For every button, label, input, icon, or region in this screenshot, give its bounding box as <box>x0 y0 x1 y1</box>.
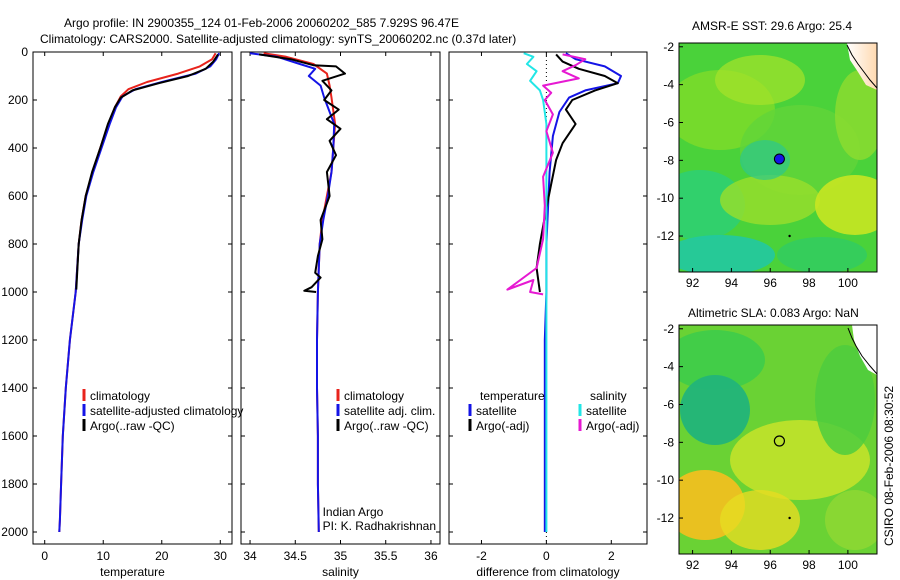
series-line-satellite-adjusted-climatology <box>58 52 221 533</box>
temperature-xlabel: temperature <box>100 565 165 579</box>
series-group <box>506 52 622 532</box>
x-tick-label: -2 <box>476 549 487 563</box>
map-x-tick-label: 98 <box>802 276 816 290</box>
series-line-salinity-argo-adj- <box>506 53 587 296</box>
y-tick-label: 0 <box>21 45 28 59</box>
difference-xlabel: difference from climatology <box>476 565 619 579</box>
difference-panel: -2 0 2 difference from climatology temperatu… <box>448 51 648 579</box>
y-tick-label: 1200 <box>1 333 28 347</box>
legend-entry: satellite <box>586 404 627 418</box>
series-line-argo-raw-qc- <box>75 53 219 290</box>
sst-map-title: AMSR-E SST: 29.6 Argo: 25.4 <box>692 19 852 33</box>
map-x-tick-label: 92 <box>686 558 700 572</box>
series-line-climatology <box>263 52 337 533</box>
y-tick-label: 1600 <box>1 429 28 443</box>
x-tick-label: 10 <box>97 549 111 563</box>
x-tick-label: 34.5 <box>284 549 308 563</box>
series-group <box>58 52 221 533</box>
x-tick-label: 0 <box>41 549 48 563</box>
map-x-tick-label: 94 <box>725 276 739 290</box>
source-annotation: Indian Argo <box>323 505 384 519</box>
salinity-axes-frame <box>240 51 441 545</box>
map-y-tick-label: -12 <box>657 511 675 525</box>
legend-entry: climatology <box>90 389 150 403</box>
difference-axes-frame <box>448 51 648 545</box>
map-x-tick-label: 98 <box>802 558 816 572</box>
map-y-tick-label: -6 <box>663 115 674 129</box>
map-x-tick-label: 94 <box>725 558 739 572</box>
map-y-tick-label: -8 <box>663 435 674 449</box>
temperature-panel: 0 200 400 600 800 1000 1200 1400 1600 1800 2000 0 10… <box>1 45 243 579</box>
sla-argo-position-marker <box>773 435 786 447</box>
legend-entry: Argo(..raw -QC) <box>344 419 429 433</box>
series-line-climatology <box>58 52 217 533</box>
map-x-tick-label: 100 <box>838 276 858 290</box>
island-marker <box>788 234 791 238</box>
y-tick-label: 200 <box>8 93 28 107</box>
y-tick-label: 1000 <box>1 285 28 299</box>
x-tick-label: 2 <box>608 549 615 563</box>
sst-map-frame <box>678 42 878 273</box>
legend-entry: Argo(..raw -QC) <box>90 419 175 433</box>
sla-map-title: Altimetric SLA: 0.083 Argo: NaN <box>688 306 859 320</box>
map-y-tick-label: -4 <box>663 78 674 92</box>
x-tick-label: 0 <box>543 549 550 563</box>
legend-entry: satellite <box>476 404 517 418</box>
legend-entry: satellite-adjusted climatology <box>90 404 243 418</box>
y-tick-label: 2000 <box>1 525 28 539</box>
x-tick-label: 34 <box>243 549 257 563</box>
x-tick-label: 30 <box>214 549 228 563</box>
x-tick-label: 20 <box>155 549 169 563</box>
sst-argo-position-marker <box>773 153 785 165</box>
legend-entry: climatology <box>344 389 404 403</box>
series-line-argo-raw-qc- <box>258 53 346 293</box>
salinity-xlabel: salinity <box>322 565 359 579</box>
figure-title-line1: Argo profile: IN 2900355_124 01-Feb-2006… <box>64 16 459 30</box>
legend-entry: Argo(-adj) <box>476 419 529 433</box>
sla-map-frame <box>678 324 878 555</box>
map-x-tick-label: 100 <box>838 558 858 572</box>
legend-heading: temperature <box>480 389 545 403</box>
y-tick-label: 600 <box>8 189 28 203</box>
x-tick-label: 35.5 <box>374 549 398 563</box>
sst-map-panel: AMSR-E SST: 29.6 Argo: 25.4 92 94 96 98 100 -… <box>657 19 878 290</box>
legend-heading: salinity <box>590 389 627 403</box>
series-group <box>249 52 346 533</box>
map-x-tick-label: 96 <box>764 276 778 290</box>
sla-heatmap <box>679 325 877 554</box>
y-tick-label: 400 <box>8 141 28 155</box>
map-y-tick-label: -10 <box>657 473 675 487</box>
map-y-tick-label: -2 <box>663 40 674 54</box>
map-y-tick-label: -12 <box>657 229 675 243</box>
legend-entry: satellite adj. clim. <box>344 404 435 418</box>
map-x-tick-label: 96 <box>764 558 778 572</box>
map-y-tick-label: -8 <box>663 153 674 167</box>
side-timestamp-label: CSIRO 08-Feb-2006 08:30:52 <box>882 386 896 546</box>
y-tick-label: 800 <box>8 237 28 251</box>
map-x-tick-label: 92 <box>686 276 700 290</box>
figure-title-line2: Climatology: CARS2000. Satellite-adjuste… <box>40 32 516 46</box>
temperature-axes-frame <box>32 51 233 545</box>
salinity-panel: 34 34.5 35 35.5 36 salinity climatologysatelli… <box>240 51 441 579</box>
map-y-tick-label: -2 <box>663 322 674 336</box>
map-y-tick-label: -10 <box>657 191 675 205</box>
legend-entry: Argo(-adj) <box>586 419 639 433</box>
series-line-temperature-satellite <box>543 52 622 532</box>
series-line-salinity-satellite <box>523 52 548 532</box>
island-marker <box>788 516 791 520</box>
x-tick-label: 35 <box>334 549 348 563</box>
y-tick-label: 1400 <box>1 381 28 395</box>
map-y-tick-label: -4 <box>663 360 674 374</box>
y-tick-label: 1800 <box>1 477 28 491</box>
map-y-tick-label: -6 <box>663 397 674 411</box>
sla-map-panel: Altimetric SLA: 0.083 Argo: NaN 92 94 96 98… <box>657 306 878 572</box>
x-tick-label: 36 <box>424 549 438 563</box>
series-line-satellite-adj-clim- <box>249 52 336 533</box>
source-annotation: PI: K. Radhakrishnan <box>323 519 436 533</box>
sst-heatmap <box>679 43 877 272</box>
